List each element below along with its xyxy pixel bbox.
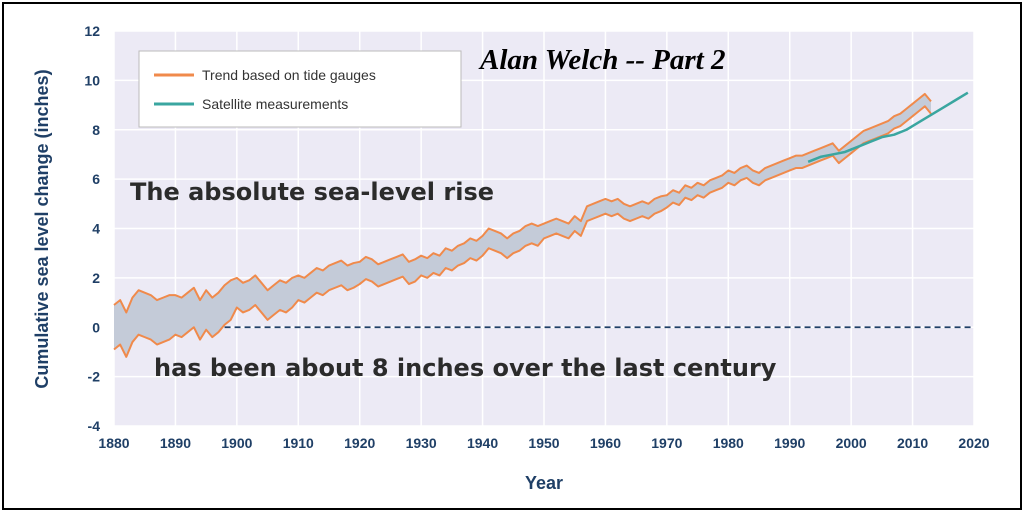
legend-label-tide-gauges: Trend based on tide gauges (202, 67, 376, 83)
y-tick-label: 8 (92, 122, 100, 138)
x-tick-label: 1910 (283, 435, 314, 451)
x-tick-label: 1940 (467, 435, 498, 451)
uncertainty-band-layer (113, 92, 932, 358)
y-tick-label: 0 (92, 319, 100, 335)
series-line-satellite (807, 91, 969, 164)
x-tick-label: 1920 (344, 435, 375, 451)
x-tick-label: 1980 (713, 435, 744, 451)
x-tick-label: 2010 (897, 435, 928, 451)
band-lower-edge (113, 105, 932, 358)
legend-box (138, 50, 462, 128)
overlay-subline: has been about 8 inches over the last ce… (154, 354, 777, 382)
y-tick-label: 4 (92, 221, 100, 237)
y-tick-label: -4 (88, 418, 101, 434)
legend-label-satellite: Satellite measurements (202, 96, 348, 112)
band-upper-edge (113, 92, 932, 314)
x-tick-label: 2000 (836, 435, 867, 451)
y-tick-label: 12 (84, 23, 100, 39)
series-layer (807, 91, 969, 164)
x-tick-label: 1930 (406, 435, 437, 451)
y-tick-label: 10 (84, 72, 100, 88)
x-tick-label: 1890 (160, 435, 191, 451)
y-tick-label: 2 (92, 270, 100, 286)
x-tick-label: 1880 (98, 435, 129, 451)
y-axis-title: Cumulative sea level change (inches) (32, 69, 52, 388)
uncertainty-band (114, 93, 931, 357)
x-tick-label: 1970 (651, 435, 682, 451)
y-tick-label: -2 (88, 369, 101, 385)
overlay-headline: The absolute sea-level rise (130, 178, 494, 206)
watermark-title: Alan Welch -- Part 2 (478, 44, 725, 76)
x-tick-label: 2020 (958, 435, 989, 451)
x-tick-label: 1990 (774, 435, 805, 451)
y-tick-label: 6 (92, 171, 100, 187)
x-tick-label: 1960 (590, 435, 621, 451)
x-tick-label: 1900 (221, 435, 252, 451)
x-tick-labels: 1880 1890 1900 1910 1920 1930 1940 1950 1960 1970… (98, 435, 989, 451)
legend: Trend based on tide gauges Satellite mea… (138, 50, 462, 128)
x-tick-label: 1950 (528, 435, 559, 451)
sea-level-chart: 1880 1890 1900 1910 1920 1930 1940 1950 1960 1970… (32, 23, 990, 493)
x-axis-title: Year (525, 473, 563, 493)
y-tick-labels: -4 -2 0 2 4 6 8 10 12 (84, 23, 100, 434)
